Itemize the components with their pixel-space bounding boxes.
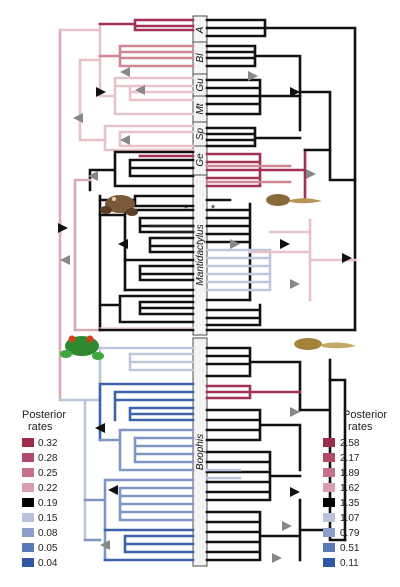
legend-right-item-swatch (323, 483, 335, 492)
legend-left-item-label: 0.15 (38, 513, 58, 524)
legend-left-item-label: 0.25 (38, 468, 58, 479)
clade-label-bl: Bl (195, 53, 206, 63)
legend-right-item-swatch (323, 498, 335, 507)
left-tree (58, 18, 195, 562)
clade-label-boophis: Boophis (195, 434, 206, 470)
tree-frog-green-icon (60, 335, 104, 360)
legend-right-item-swatch (323, 543, 335, 552)
clade-label-a: A (195, 26, 206, 34)
legend-left-item-swatch (22, 498, 34, 507)
right-tree (205, 18, 357, 563)
legend-right-item-label: 2.17 (340, 453, 360, 464)
clade-label-mt: Mt (195, 102, 206, 114)
legend-left: Posterior rates 0.32 0.28 0.25 0.22 0.19 0.15… (22, 409, 66, 569)
tadpole-brown-icon (266, 194, 322, 206)
legend-left-item-swatch (22, 468, 34, 477)
clade-label-mantidactylus: Mantidactylus (195, 224, 206, 285)
legend-right-item-label: 1.35 (340, 498, 360, 509)
legend-right-item-label: 1.07 (340, 513, 360, 524)
legend-right-item-swatch (323, 468, 335, 477)
legend-right-title-line1: Posterior (343, 409, 387, 421)
legend-left-item-swatch (22, 543, 34, 552)
legend-right-item-label: 0.79 (340, 528, 360, 539)
legend-right-item-swatch (323, 528, 335, 537)
legend-right-item-swatch (323, 453, 335, 462)
legend-left-item-swatch (22, 483, 34, 492)
legend-right-title-line2: rates (348, 421, 373, 433)
legend-right-item-swatch (323, 438, 335, 447)
legend-left-item-label: 0.04 (38, 558, 58, 569)
legend-left-item-label: 0.05 (38, 543, 58, 554)
legend-left-item-swatch (22, 513, 34, 522)
mantella-frog-icon (100, 195, 138, 216)
clade-label-gu: Gu (195, 78, 206, 92)
legend-left-item-swatch (22, 438, 34, 447)
legend-right-item-swatch (323, 558, 335, 567)
legend-left-item-swatch (22, 453, 34, 462)
legend-left-item-label: 0.19 (38, 498, 58, 509)
legend-right: Posterior rates 2.58 2.17 1.89 1.62 1.35 1.07… (323, 409, 387, 569)
legend-left-title-line1: Posterior (22, 409, 66, 421)
legend-right-item-swatch (323, 513, 335, 522)
legend-left-item-label: 0.32 (38, 438, 58, 449)
legend-right-item-label: 1.89 (340, 468, 360, 479)
legend-right-item-label: 0.51 (340, 543, 360, 554)
legend-right-item-label: 0.11 (340, 558, 359, 569)
tadpole-gold-icon (294, 338, 356, 350)
legend-left-title-line2: rates (28, 421, 53, 433)
legend-right-item-label: 1.62 (340, 483, 360, 494)
legend-right-item-label: 2.58 (340, 438, 360, 449)
clade-label-ge: Ge (195, 153, 206, 167)
legend-left-item-swatch (22, 558, 34, 567)
legend-left-item-swatch (22, 528, 34, 537)
clade-label-sp: Sp (195, 127, 206, 140)
legend-left-item-label: 0.28 (38, 453, 58, 464)
legend-left-item-label: 0.22 (38, 483, 58, 494)
legend-left-item-label: 0.08 (38, 528, 58, 539)
